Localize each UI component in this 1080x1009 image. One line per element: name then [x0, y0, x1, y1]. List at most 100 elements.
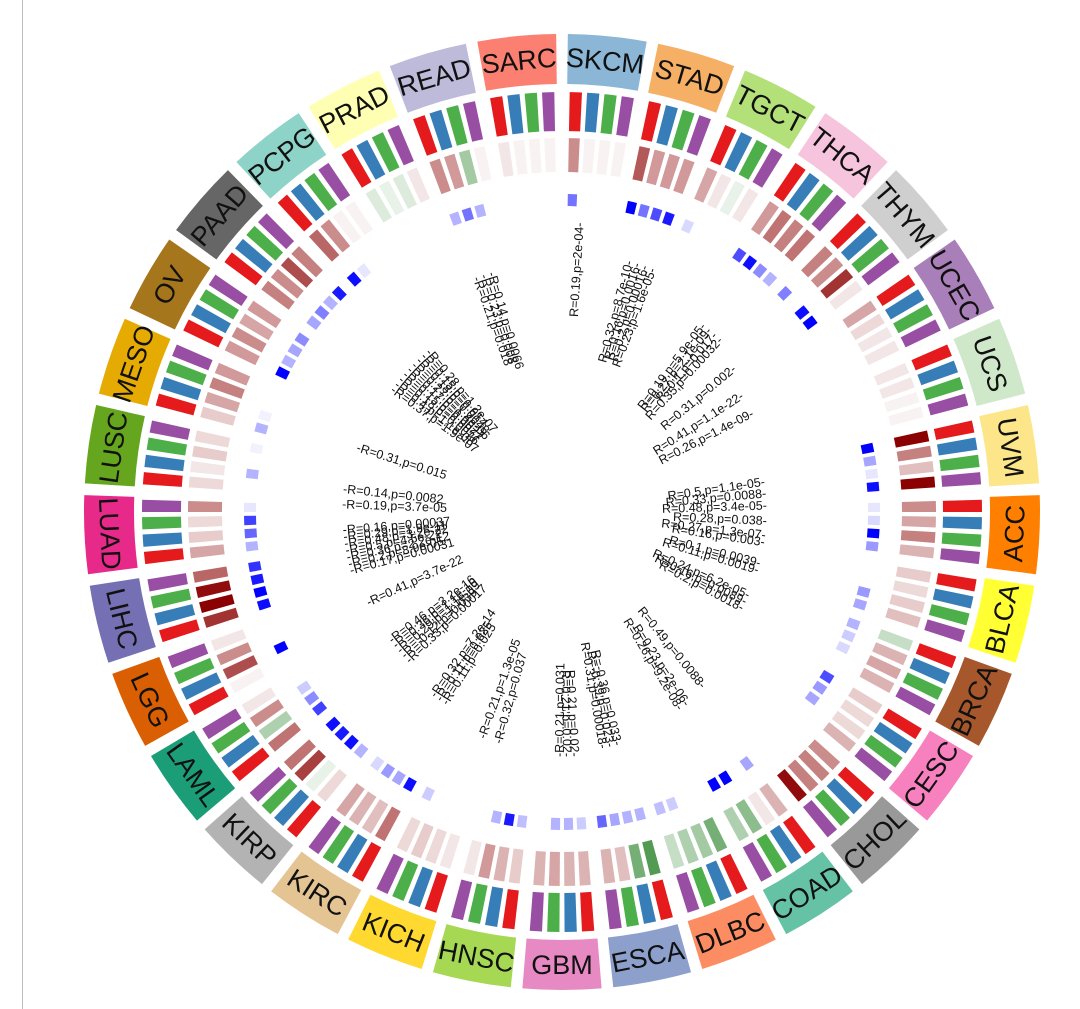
heat-cell-lihc-4: [192, 566, 229, 583]
cohort-bar-ring: [142, 92, 982, 932]
heat-cell-kirc-1: [375, 806, 401, 842]
cohort-bar-kirp-3: [261, 778, 298, 815]
heat-cell-blca-4: [885, 607, 921, 628]
heat-cell-esca-4: [600, 848, 616, 884]
cancer-label-block-pcpg: [236, 113, 327, 199]
cohort-bar-brca-3: [902, 672, 943, 700]
cohort-bar-sarc-1: [490, 96, 508, 137]
sig-cell-thca-1: [732, 247, 747, 263]
sig-cell-paad-1: [306, 315, 322, 330]
heat-cell-skcm-4: [610, 141, 627, 178]
heat-cell-lusc-1: [188, 476, 224, 490]
sig-cell-cesc-3: [804, 691, 820, 706]
cohort-bar-coad-4: [742, 841, 772, 882]
cancer-label-block-uvm: [979, 404, 1040, 487]
cancer-label-block-paad: [176, 170, 263, 260]
heat-cell-kich-3: [410, 822, 434, 859]
cancer-label-luad: LUAD: [93, 497, 126, 570]
cohort-bar-luad-1: [143, 548, 184, 565]
heat-cell-meso-3: [209, 377, 245, 399]
sig-cell-brca-2: [841, 629, 856, 643]
cancer-label-block-luad: [84, 495, 138, 575]
heat-cell-gbm-3: [548, 851, 560, 886]
heat-cell-thym-1: [801, 246, 833, 278]
cohort-bar-lgg-1: [188, 686, 229, 716]
sig-cell-gbm-3: [550, 817, 561, 830]
heat-cell-ucec-4: [864, 340, 900, 366]
cohort-bar-blca-1: [936, 573, 977, 592]
cohort-bar-thym-1: [829, 213, 866, 250]
cohort-bar-thym-3: [851, 238, 889, 273]
heat-cell-kirc-2: [361, 799, 389, 834]
sig-cell-meso-1: [254, 422, 269, 435]
cohort-bar-brca-4: [895, 686, 936, 716]
heat-cell-lgg-1: [229, 667, 265, 694]
cohort-bar-thca-1: [773, 162, 806, 202]
cohort-bar-dlbc-3: [691, 866, 716, 908]
cancer-label-block-lusc: [84, 404, 145, 487]
stat-label: R=0.21,p=0.02-: [563, 670, 582, 757]
cohort-bar-uvm-3: [939, 454, 980, 472]
cohort-bar-laml-4: [202, 708, 242, 740]
sig-cell-luad-3: [244, 515, 257, 526]
heat-cell-ov-4: [247, 300, 282, 329]
cohort-bar-lihc-4: [147, 573, 188, 592]
heat-cell-lgg-3: [216, 642, 252, 666]
sig-cell-pcpg-1: [346, 271, 362, 287]
heat-cell-kirp-1: [317, 768, 347, 802]
heat-cell-prad-1: [365, 188, 392, 223]
correlation-heat-ring: [188, 138, 936, 886]
cohort-bar-dlbc-2: [705, 860, 732, 901]
sig-cell-kirp-3: [334, 725, 350, 741]
heat-cell-acc-1: [901, 501, 936, 512]
sig-cell-luad-1: [245, 541, 259, 552]
sig-cell-stad-4: [662, 211, 675, 226]
sig-cell-esca-1: [634, 807, 646, 822]
cohort-bar-esca-2: [636, 883, 657, 924]
cancer-label-block-lgg: [112, 656, 189, 746]
cohort-bar-thym-2: [840, 225, 878, 261]
sig-cell-acc-2: [867, 515, 880, 526]
cohort-bar-kich-1: [424, 872, 448, 913]
heat-cell-coad-1: [759, 783, 788, 817]
cohort-bar-ucec-2: [885, 289, 925, 320]
cohort-bar-tgct-1: [710, 125, 737, 166]
heat-cell-laml-2: [258, 710, 293, 740]
sig-cell-blca-4: [852, 598, 868, 611]
heat-cell-ucs-4: [888, 406, 924, 426]
sig-cell-thym-4: [802, 315, 818, 330]
heat-cell-thca-2: [762, 210, 792, 244]
cancer-label-block-esca: [607, 924, 692, 988]
cancer-label-block-stad: [648, 43, 735, 113]
heat-cell-ucec-3: [857, 326, 893, 353]
cohort-bar-chol-2: [826, 778, 863, 815]
sig-cell-uvm-1: [860, 442, 875, 455]
cohort-bar-ucs-4: [927, 393, 969, 416]
cohort-bar-dlbc-1: [720, 853, 748, 895]
heat-cell-ucs-3: [883, 391, 920, 413]
cohort-bar-ucs-1: [911, 344, 952, 371]
heat-cell-brca-1: [877, 629, 914, 652]
sig-cell-kirp-1: [353, 743, 369, 759]
heat-cell-read-3: [458, 149, 478, 186]
heat-cell-meso-1: [200, 406, 236, 426]
sig-cell-gbm-1: [576, 817, 587, 830]
sig-cell-esca-4: [596, 814, 608, 828]
heat-cell-read-2: [444, 153, 465, 190]
cancer-label-block-chol: [830, 796, 920, 885]
stat-label: -R=0.19,p=3.7e-05: [342, 497, 447, 515]
heat-cell-hnsc-3: [478, 843, 496, 879]
cancer-label-gbm: GBM: [531, 950, 593, 980]
heat-cell-gbm-4: [533, 850, 546, 886]
cohort-bar-ucs-3: [922, 377, 964, 401]
heat-cell-stad-3: [659, 153, 680, 190]
heat-cell-luad-4: [188, 501, 223, 512]
cohort-bar-ucec-1: [876, 274, 916, 307]
heat-cell-esca-1: [642, 839, 661, 876]
heat-cell-brca-3: [866, 655, 902, 680]
heat-cell-luad-1: [189, 544, 225, 559]
stat-label: R=0.28,p=0.038-: [673, 510, 767, 528]
heat-cell-kirc-4: [336, 783, 365, 817]
heat-cell-tgct-2: [707, 173, 732, 209]
cohort-bar-tgct-4: [752, 148, 783, 188]
